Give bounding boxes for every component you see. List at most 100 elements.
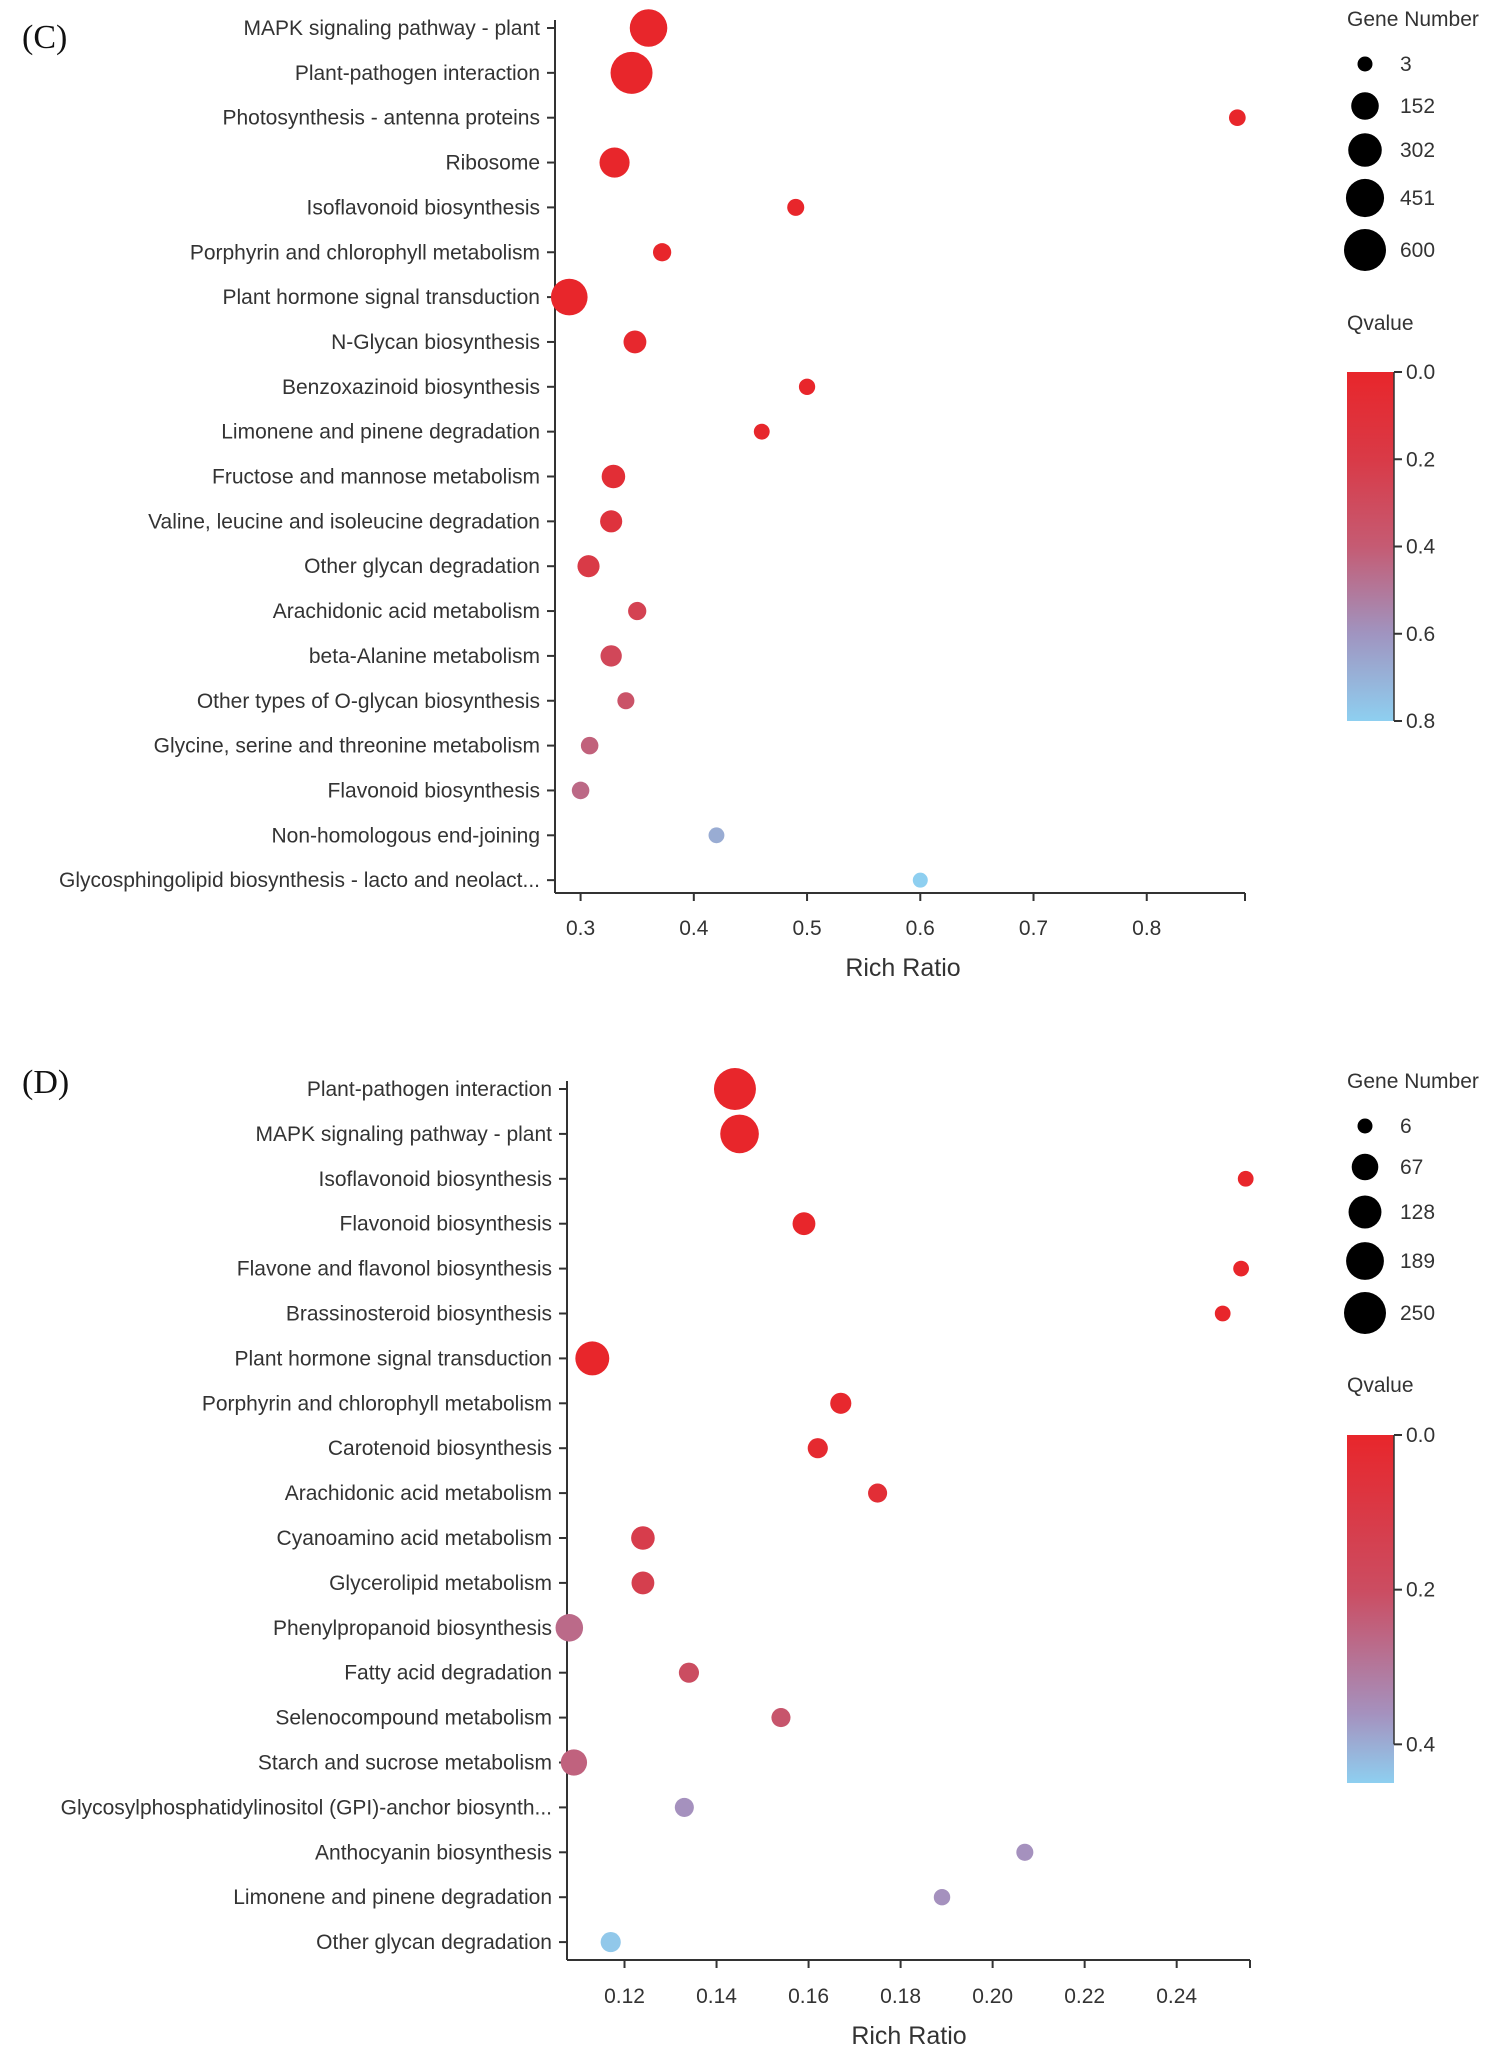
x-tick-label: 0.8	[1132, 917, 1161, 940]
data-point	[575, 1341, 610, 1376]
panel-label: (D)	[22, 1064, 69, 1101]
size-legend-label: 189	[1400, 1250, 1435, 1273]
x-tick-label: 0.4	[679, 917, 709, 940]
size-legend-label: 451	[1400, 187, 1435, 210]
category-label: Brassinosteroid biosynthesis	[286, 1303, 552, 1326]
color-legend-tick-label: 0.4	[1406, 536, 1436, 559]
category-label: Plant-pathogen interaction	[307, 1078, 552, 1101]
panel-label: (C)	[22, 19, 67, 56]
size-legend-circle	[1346, 1242, 1384, 1280]
category-label: Phenylpropanoid biosynthesis	[273, 1617, 552, 1640]
color-legend-tick-label: 0.2	[1406, 448, 1435, 471]
data-point	[708, 827, 725, 844]
data-point	[720, 1114, 759, 1154]
data-point	[1228, 109, 1246, 127]
data-point	[792, 1212, 816, 1236]
color-legend-bar	[1347, 1435, 1394, 1783]
size-legend-label: 67	[1400, 1156, 1423, 1179]
x-tick-label: 0.7	[1019, 917, 1048, 940]
category-label: Selenocompound metabolism	[275, 1707, 552, 1730]
color-legend-tick-label: 0.8	[1406, 710, 1435, 733]
data-point	[600, 510, 623, 533]
data-point	[798, 378, 816, 395]
category-label: Other types of O-glycan biosynthesis	[197, 690, 540, 713]
category-label: MAPK signaling pathway - plant	[244, 17, 541, 40]
category-label: Arachidonic acid metabolism	[273, 600, 540, 623]
color-legend-tick-label: 0.2	[1406, 1579, 1435, 1602]
category-label: MAPK signaling pathway - plant	[256, 1123, 553, 1146]
category-label: Other glycan degradation	[316, 1931, 552, 1954]
size-legend-title: Gene Number	[1347, 8, 1479, 31]
category-label: Fructose and mannose metabolism	[212, 466, 540, 489]
x-tick-label: 0.12	[604, 1985, 645, 2008]
data-point	[631, 1571, 655, 1595]
data-point	[580, 736, 599, 755]
category-label: beta-Alanine metabolism	[309, 645, 540, 668]
data-point	[807, 1438, 828, 1459]
color-legend-tick-label: 0.6	[1406, 623, 1435, 646]
category-label: Photosynthesis - antenna proteins	[222, 107, 540, 130]
category-label: Isoflavonoid biosynthesis	[319, 1168, 552, 1191]
category-label: Glycosphingolipid biosynthesis - lacto a…	[59, 869, 540, 892]
data-point	[631, 1526, 655, 1550]
data-point	[555, 1614, 584, 1642]
size-legend-title: Gene Number	[1347, 1070, 1479, 1093]
size-legend-circle	[1344, 229, 1386, 271]
size-legend-circle	[1348, 133, 1382, 167]
color-legend-tick-label: 0.4	[1406, 1733, 1436, 1756]
data-point	[600, 1932, 621, 1953]
category-label: Porphyrin and chlorophyll metabolism	[202, 1392, 552, 1415]
color-legend-title: Qvalue	[1347, 1374, 1414, 1397]
data-point	[601, 464, 626, 489]
category-label: Isoflavonoid biosynthesis	[307, 196, 540, 219]
size-legend-circle	[1344, 1292, 1386, 1334]
category-label: Plant hormone signal transduction	[222, 286, 540, 309]
size-legend-label: 128	[1400, 1201, 1435, 1224]
x-axis-title: Rich Ratio	[845, 954, 960, 982]
size-legend-circle	[1351, 1153, 1379, 1181]
data-point	[629, 9, 668, 47]
category-label: Cyanoamino acid metabolism	[277, 1527, 552, 1550]
category-label: Glycerolipid metabolism	[329, 1572, 552, 1595]
data-point	[577, 555, 600, 578]
size-legend-circle	[1348, 1195, 1382, 1229]
category-label: Glycosylphosphatidylinositol (GPI)-ancho…	[61, 1796, 552, 1819]
x-tick-label: 0.20	[972, 1985, 1013, 2008]
data-point	[933, 1888, 951, 1906]
category-label: N-Glycan biosynthesis	[331, 331, 540, 354]
x-tick-label: 0.18	[880, 1985, 921, 2008]
category-label: Arachidonic acid metabolism	[285, 1482, 552, 1505]
category-label: Glycine, serine and threonine metabolism	[154, 735, 540, 758]
x-tick-label: 0.24	[1156, 1985, 1197, 2008]
panel-d: (D) Plant-pathogen interaction MAPK signal…	[22, 1064, 1479, 2050]
size-legend-label: 3	[1400, 53, 1412, 76]
data-point	[571, 781, 590, 800]
data-point	[753, 423, 770, 440]
data-point	[550, 278, 588, 316]
panel-c: (C) MAPK signaling pathway - plant Plant-p…	[22, 8, 1479, 982]
data-point	[713, 1068, 756, 1110]
size-legend-circle	[1357, 1118, 1373, 1134]
data-point	[610, 51, 653, 94]
x-tick-label: 0.22	[1064, 1985, 1105, 2008]
x-tick-label: 0.6	[906, 917, 935, 940]
data-point	[1237, 1170, 1254, 1187]
category-label: Fatty acid degradation	[344, 1662, 552, 1685]
category-label: Limonene and pinene degradation	[221, 421, 540, 444]
category-label: Plant-pathogen interaction	[295, 62, 540, 85]
category-label: Ribosome	[445, 152, 540, 175]
category-label: Flavone and flavonol biosynthesis	[237, 1258, 552, 1281]
data-point	[599, 147, 630, 178]
data-point	[1233, 1260, 1249, 1277]
x-tick-label: 0.14	[696, 1985, 737, 2008]
data-point	[623, 330, 647, 354]
x-tick-label: 0.16	[788, 1985, 829, 2008]
data-point	[787, 198, 805, 216]
x-axis-title: Rich Ratio	[851, 2022, 966, 2050]
data-point	[674, 1797, 694, 1817]
category-label: Flavonoid biosynthesis	[328, 779, 540, 802]
category-label: Other glycan degradation	[304, 555, 540, 578]
size-legend-circle	[1351, 92, 1379, 120]
data-point	[600, 645, 622, 667]
